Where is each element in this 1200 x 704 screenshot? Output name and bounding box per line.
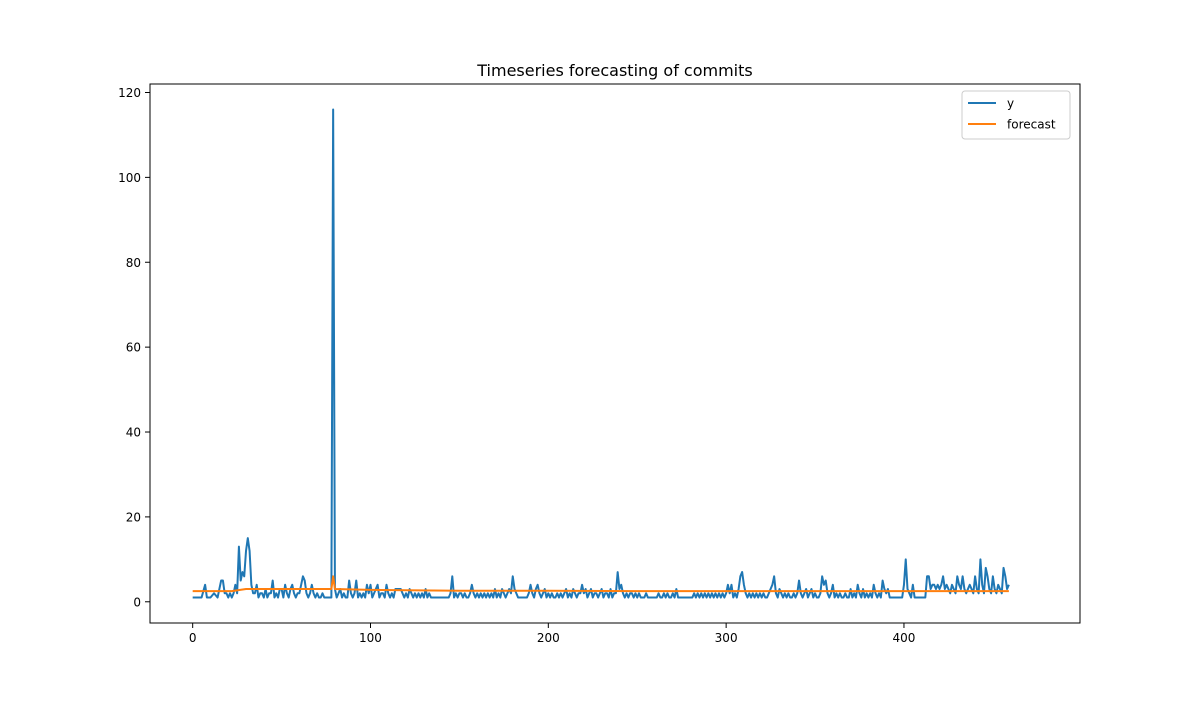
x-tick-label: 0 (189, 631, 197, 645)
legend-label-forecast: forecast (1007, 118, 1056, 132)
y-tick-label: 20 (126, 510, 141, 524)
legend-label-y: y (1007, 97, 1014, 111)
series-line-forecast (192, 575, 1009, 593)
x-tick-label: 200 (537, 631, 560, 645)
legend-box (961, 90, 1071, 140)
y-tick-label: 0 (133, 595, 141, 609)
y-tick-label: 120 (118, 86, 141, 100)
y-tick-label: 100 (118, 171, 141, 185)
y-tick-label: 60 (126, 341, 141, 355)
chart-title: Timeseries forecasting of commits (476, 61, 752, 80)
plot-area (192, 108, 1010, 599)
x-tick-label: 400 (893, 631, 916, 645)
y-tick-label: 40 (126, 426, 141, 440)
axes: 0 100 200 300 400 0 20 40 60 80 100 120 (118, 83, 1081, 645)
x-tick-label: 100 (359, 631, 382, 645)
legend: y forecast (961, 90, 1071, 140)
y-tick-label: 80 (126, 256, 141, 270)
x-tick-label: 300 (715, 631, 738, 645)
axes-frame (149, 83, 1081, 624)
